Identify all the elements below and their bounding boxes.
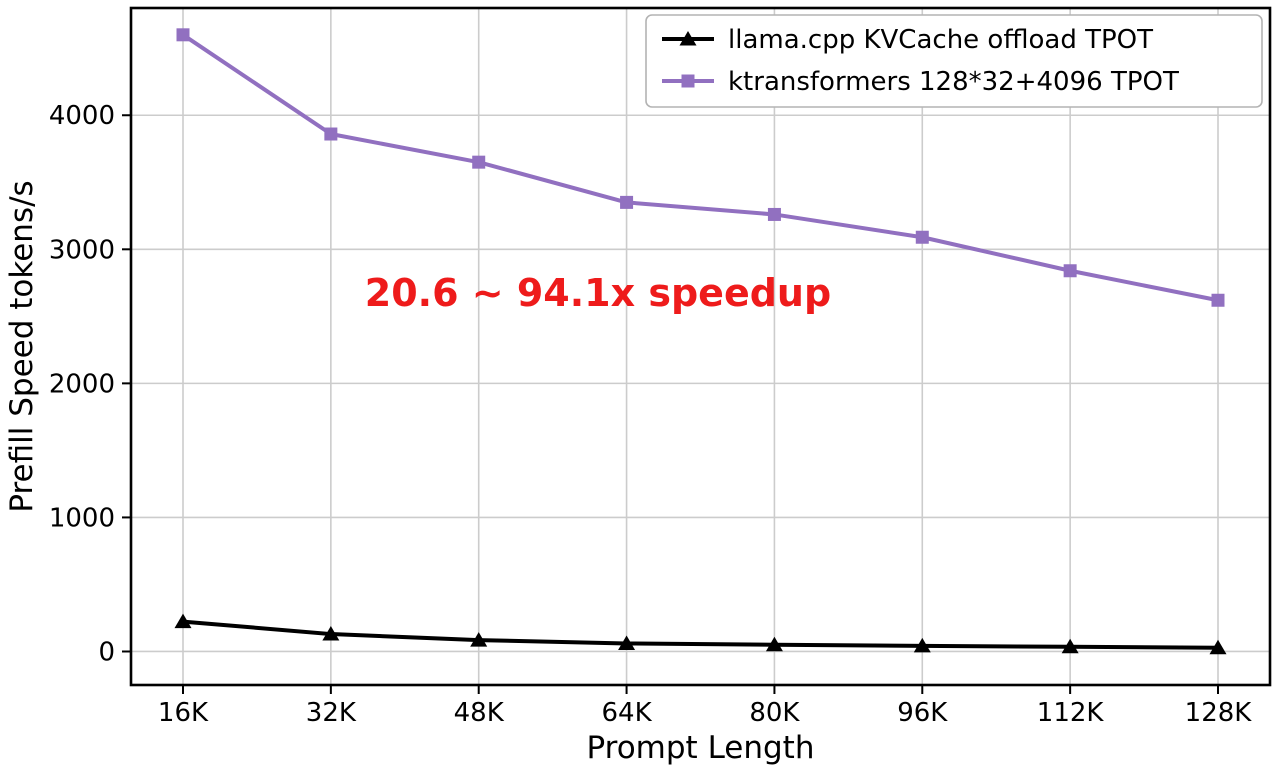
y-axis-label: Prefill Speed tokens/s	[4, 180, 40, 512]
x-tick-label: 112K	[1037, 698, 1105, 728]
series-marker-triangle	[913, 637, 931, 653]
x-tick-label: 32K	[306, 698, 357, 728]
x-axis-label: Prompt Length	[587, 730, 815, 766]
legend-entry-label: llama.cpp KVCache offload TPOT	[728, 25, 1153, 55]
plot-background	[131, 8, 1270, 685]
x-tick-label: 128K	[1185, 698, 1253, 728]
annotation-text: 20.6 ~ 94.1x speedup	[365, 271, 831, 315]
plot-border	[129, 6, 1272, 687]
series-marker-square	[1211, 293, 1225, 307]
series-marker-square	[767, 207, 781, 221]
series-marker-triangle	[470, 632, 488, 647]
x-tick-label: 48K	[454, 698, 505, 728]
series-marker-triangle	[1209, 639, 1227, 655]
y-tick-label: 2000	[49, 369, 115, 399]
series-marker-square	[176, 28, 190, 42]
series-line	[181, 619, 1220, 650]
series-marker-square	[915, 230, 929, 244]
legend-marker-square	[681, 74, 695, 88]
series-marker-triangle	[618, 635, 636, 650]
series-marker-triangle	[174, 613, 192, 629]
y-tick-label: 4000	[49, 101, 115, 131]
y-tick-label: 3000	[49, 235, 115, 265]
series-marker-triangle	[322, 626, 340, 641]
y-tick-label: 1000	[49, 503, 115, 533]
x-tick-label: 80K	[749, 698, 800, 728]
series-marker-triangle	[1061, 638, 1079, 654]
y-tick-label: 0	[98, 637, 115, 667]
legend-marker-triangle	[679, 31, 697, 46]
series-marker-square	[324, 127, 338, 141]
series-marker-square	[1063, 264, 1077, 278]
series-marker-triangle	[765, 636, 783, 652]
series-marker-square	[620, 195, 634, 209]
x-tick-label: 64K	[602, 698, 653, 728]
legend-box	[645, 14, 1263, 108]
series-line	[181, 32, 1220, 303]
x-tick-label: 16K	[158, 698, 209, 728]
x-tick-label: 96K	[897, 698, 948, 728]
legend-entry-label: ktransformers 128*32+4096 TPOT	[728, 67, 1179, 97]
series-marker-square	[472, 155, 486, 169]
